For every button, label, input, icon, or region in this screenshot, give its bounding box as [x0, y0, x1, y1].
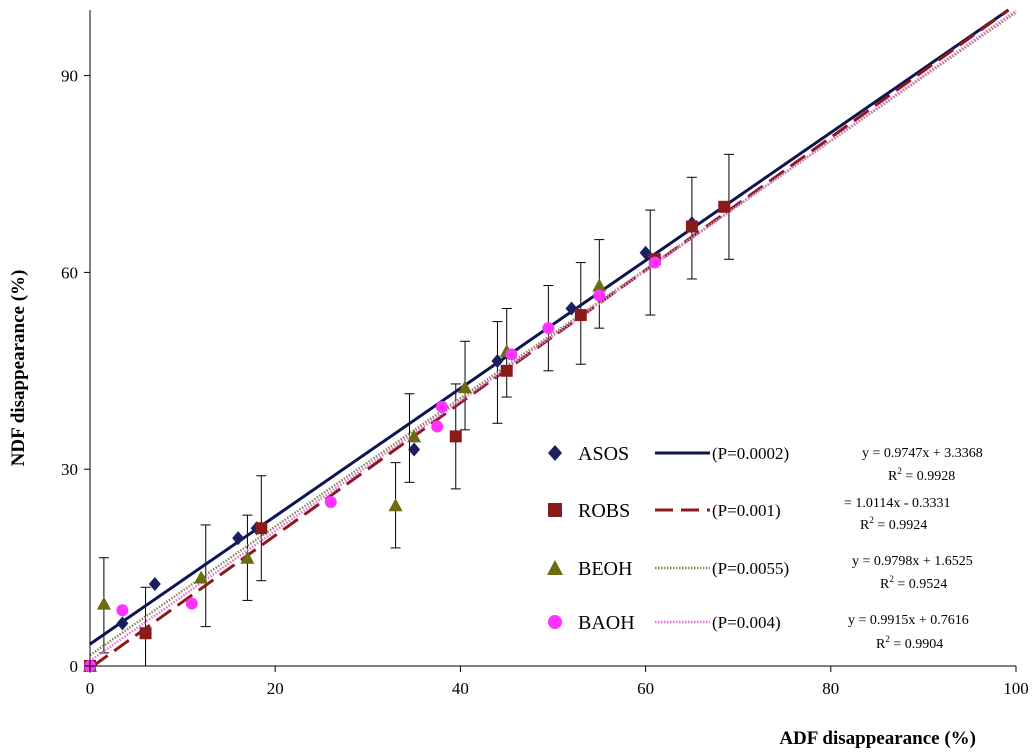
point-baoh	[431, 420, 444, 433]
point-beoh	[407, 429, 422, 443]
data-points	[83, 200, 731, 673]
legend-p-value-beoh: (P=0.0055)	[712, 559, 789, 578]
equation-beoh: y = 0.9798x + 1.6525	[852, 554, 973, 569]
point-asos	[491, 353, 504, 368]
point-robs	[255, 522, 268, 535]
point-beoh	[458, 380, 473, 394]
point-baoh	[648, 256, 661, 269]
y-tick-label: 90	[61, 67, 78, 86]
point-beoh	[592, 278, 607, 292]
y-axis-label: NDF disappearance (%)	[8, 270, 29, 467]
equation-robs: = 1.0114x - 0.3331	[844, 496, 951, 511]
point-asos	[148, 577, 161, 591]
axes	[84, 10, 1017, 672]
legend-marker-asos	[548, 445, 562, 461]
point-baoh	[505, 348, 518, 361]
point-robs	[500, 364, 513, 377]
x-tick-label: 100	[1003, 679, 1029, 698]
equation-asos: y = 0.9747x + 3.3368	[862, 446, 983, 461]
x-axis-label: ADF disappearance (%)	[779, 728, 976, 749]
y-tick-label: 0	[70, 657, 79, 676]
point-robs	[449, 430, 462, 443]
point-baoh	[593, 289, 606, 302]
equation-baoh: y = 0.9915x + 0.7616	[848, 613, 969, 628]
x-tick-label: 40	[452, 679, 469, 698]
r-squared-baoh: R2 = 0.9904	[876, 634, 943, 652]
legend-label-baoh: BAOH	[578, 612, 635, 634]
point-asos	[408, 442, 421, 457]
legend-marker-beoh	[547, 560, 563, 575]
point-baoh	[435, 400, 448, 413]
point-beoh	[194, 570, 209, 584]
point-beoh	[96, 596, 111, 610]
y-tick-label: 30	[61, 460, 78, 479]
r-squared-asos: R2 = 0.9928	[888, 466, 955, 484]
legend-marker-baoh	[548, 615, 562, 629]
x-tick-label: 0	[86, 679, 95, 698]
legend-p-value-asos: (P=0.0002)	[712, 444, 789, 463]
x-tick-label: 60	[637, 679, 654, 698]
x-tick-label: 80	[822, 679, 839, 698]
point-robs	[139, 627, 152, 640]
legend-p-value-baoh: (P=0.004)	[712, 613, 781, 632]
legend-label-asos: ASOS	[578, 443, 629, 465]
point-asos	[232, 531, 245, 546]
r-squared-beoh: R2 = 0.9524	[880, 574, 947, 592]
r-squared-robs: R2 = 0.9924	[860, 515, 927, 533]
point-baoh	[116, 604, 129, 617]
point-baoh	[542, 322, 555, 335]
point-asos	[116, 616, 129, 631]
y-tick-label: 60	[61, 263, 78, 282]
point-asos	[565, 301, 578, 316]
point-beoh	[240, 550, 255, 564]
legend-p-value-robs: (P=0.001)	[712, 501, 781, 520]
point-baoh	[324, 496, 337, 508]
point-asos	[639, 245, 652, 260]
x-tick-label: 20	[267, 679, 284, 698]
point-robs	[574, 309, 587, 322]
regression-line-baoh	[89, 9, 1017, 663]
point-robs	[685, 220, 698, 233]
legend: ASOS (P=0.0002) ROBS (P=0.001) BEOH (P=0.0055…	[547, 443, 789, 634]
legend-marker-robs	[548, 503, 562, 517]
legend-label-beoh: BEOH	[578, 558, 632, 580]
point-baoh	[185, 597, 198, 610]
regression-equations: y = 0.9747x + 3.3368 R2 = 0.9928 = 1.0114x…	[844, 446, 983, 652]
point-robs	[718, 200, 731, 213]
legend-label-robs: ROBS	[578, 500, 630, 522]
point-beoh	[388, 498, 403, 512]
tick-labels: 0 20 40 60 80 100 0 30 60 90	[61, 67, 1029, 698]
